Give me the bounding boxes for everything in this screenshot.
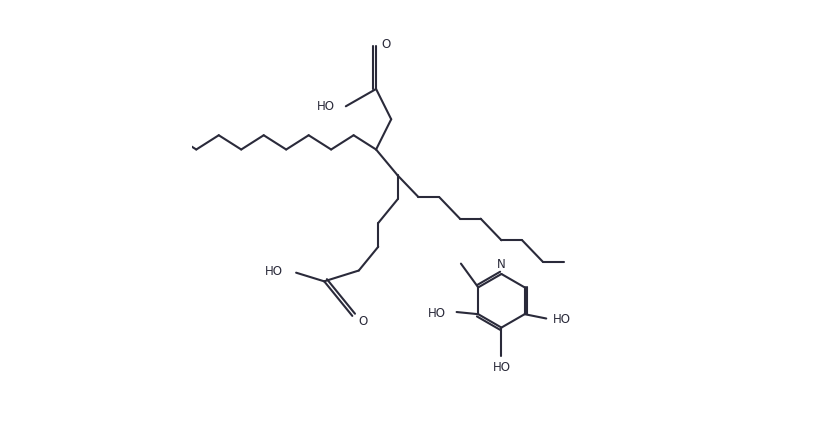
Text: HO: HO — [428, 306, 446, 319]
Text: O: O — [359, 314, 368, 327]
Text: HO: HO — [317, 100, 335, 113]
Text: O: O — [381, 38, 391, 51]
Text: HO: HO — [493, 360, 511, 373]
Text: N: N — [497, 257, 506, 270]
Text: HO: HO — [553, 312, 571, 325]
Text: HO: HO — [266, 264, 283, 277]
